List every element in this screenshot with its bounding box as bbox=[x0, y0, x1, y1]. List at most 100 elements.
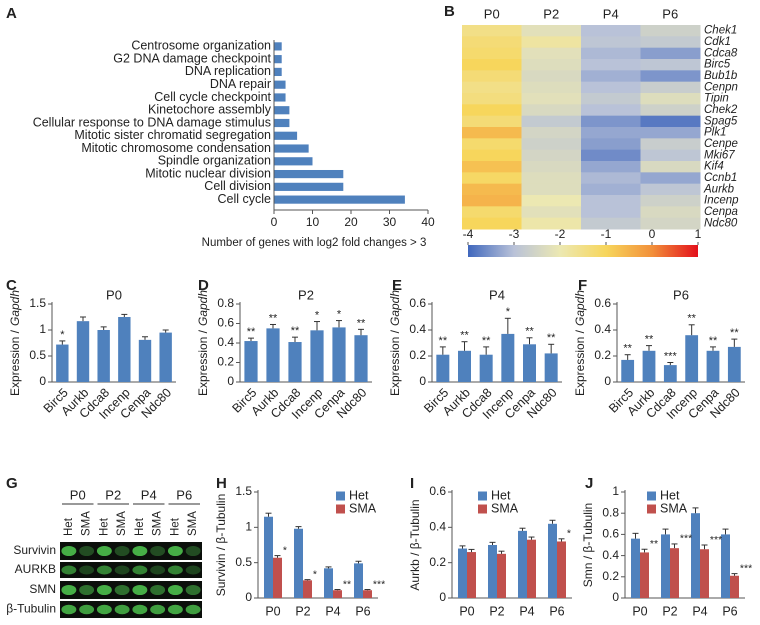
error-bar bbox=[519, 527, 526, 531]
blot-band bbox=[185, 565, 201, 575]
category-label: P4 bbox=[325, 604, 340, 618]
bar bbox=[273, 557, 282, 598]
y-tick-label: 0.2 bbox=[409, 348, 426, 362]
heat-cell bbox=[521, 104, 582, 117]
bar bbox=[274, 93, 286, 102]
error-bar bbox=[731, 338, 738, 347]
y-axis-label-gene: Gapdh bbox=[573, 290, 587, 326]
category-label: G2 DNA damage checkpoint bbox=[113, 51, 271, 65]
bar bbox=[159, 332, 172, 382]
panel-letter: G bbox=[6, 475, 18, 492]
bar bbox=[294, 528, 303, 598]
bar bbox=[274, 118, 290, 128]
legend-swatch bbox=[336, 504, 345, 514]
row-label: AURKB bbox=[15, 562, 56, 576]
blot-band bbox=[79, 545, 95, 557]
heat-cell bbox=[640, 183, 701, 196]
bar bbox=[332, 327, 346, 382]
bar bbox=[640, 552, 649, 598]
row-label: Incenp bbox=[704, 195, 739, 207]
heat-cell bbox=[581, 36, 641, 49]
colorbar-tick-label: 0 bbox=[649, 227, 656, 241]
bar bbox=[670, 548, 679, 598]
y-tick-label: 0 bbox=[604, 374, 611, 388]
error-bar bbox=[274, 555, 281, 558]
heat-cell bbox=[581, 127, 641, 139]
significance-label: ** bbox=[623, 343, 632, 355]
y-tick-label: 0.6 bbox=[594, 296, 611, 310]
category-label: P4 bbox=[519, 604, 534, 618]
x-axis-label: Number of genes with log2 fold changes >… bbox=[202, 237, 427, 249]
heat-cell bbox=[462, 25, 522, 37]
group-label: P4 bbox=[141, 487, 157, 502]
heat-cell bbox=[581, 183, 641, 196]
panel-letter: J bbox=[585, 475, 593, 492]
heat-cell bbox=[640, 138, 701, 151]
significance-label: * bbox=[313, 568, 317, 580]
error-bar bbox=[498, 550, 505, 554]
y-tick-label: 0.6 bbox=[602, 527, 619, 541]
heat-cell bbox=[640, 81, 701, 94]
bar bbox=[518, 530, 527, 598]
bar bbox=[557, 541, 566, 598]
colorbar-tick-label: 1 bbox=[695, 227, 702, 241]
x-tick-label: 30 bbox=[383, 215, 397, 229]
bar bbox=[333, 590, 342, 598]
y-axis-label-text: Expression / bbox=[388, 329, 402, 396]
category-label: Mitotic nuclear division bbox=[145, 166, 271, 180]
blot-band bbox=[61, 604, 77, 615]
heat-cell bbox=[521, 149, 582, 162]
error-bar bbox=[461, 341, 468, 351]
bar bbox=[244, 341, 258, 382]
legend-label: Het bbox=[491, 488, 511, 502]
error-bar bbox=[722, 528, 729, 535]
heat-cell bbox=[462, 104, 522, 117]
category-label: Kinetochore assembly bbox=[148, 103, 272, 117]
bar bbox=[721, 534, 730, 598]
y-tick-label: 0.5 bbox=[29, 348, 46, 362]
bar bbox=[266, 328, 280, 382]
error-bar bbox=[325, 566, 332, 569]
row-label: Kif4 bbox=[704, 161, 724, 173]
significance-label: ** bbox=[357, 317, 366, 329]
column-label: P0 bbox=[484, 6, 500, 21]
colorbar bbox=[468, 245, 698, 257]
chart-title: P0 bbox=[106, 287, 122, 302]
blot-band bbox=[96, 584, 112, 596]
heat-cell bbox=[581, 149, 641, 162]
blot-band bbox=[96, 604, 112, 615]
row-label: Cdca8 bbox=[704, 47, 738, 59]
category-label: Spindle organization bbox=[158, 154, 271, 168]
bar bbox=[730, 575, 739, 598]
error-bar bbox=[295, 526, 302, 529]
legend-label: SMA bbox=[349, 501, 377, 515]
heat-cell bbox=[640, 127, 701, 139]
heat-cell bbox=[462, 161, 522, 173]
chart-title: P6 bbox=[673, 287, 689, 302]
bar bbox=[274, 106, 290, 115]
group-label: P0 bbox=[70, 487, 86, 502]
y-tick-label: 0.8 bbox=[602, 505, 619, 519]
category-label: P6 bbox=[549, 604, 564, 618]
heat-cell bbox=[521, 217, 582, 230]
bar bbox=[354, 563, 363, 598]
bar bbox=[324, 568, 333, 598]
significance-label: ** bbox=[730, 327, 739, 339]
y-axis-label-text: Expression / bbox=[8, 329, 22, 396]
bar bbox=[458, 350, 471, 382]
error-bar bbox=[292, 336, 298, 343]
category-label: Cell division bbox=[204, 179, 271, 193]
heat-cell bbox=[581, 104, 641, 117]
heat-cell bbox=[521, 59, 582, 71]
blot-band bbox=[150, 604, 166, 615]
blot-band bbox=[167, 545, 183, 557]
significance-label: ** bbox=[525, 326, 534, 338]
error-bar bbox=[439, 346, 446, 355]
y-axis-label: Expression / Gapdh bbox=[388, 290, 402, 396]
significance-label: * bbox=[315, 309, 320, 321]
blot-band bbox=[185, 584, 201, 596]
bar bbox=[274, 42, 282, 51]
significance-label: ** bbox=[291, 325, 300, 337]
significance-label: * bbox=[337, 308, 342, 320]
bar bbox=[310, 330, 324, 382]
